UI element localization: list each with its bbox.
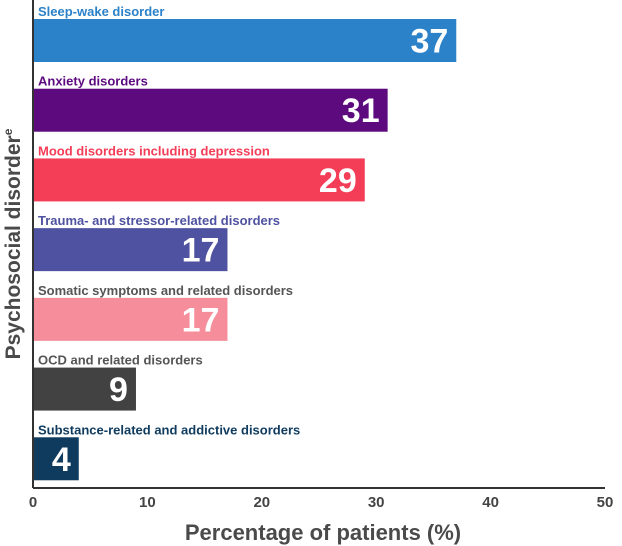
bar-value-label: 37 xyxy=(410,23,448,61)
category-label: Trauma- and stressor-related disorders xyxy=(38,213,280,228)
bar-value-label: 17 xyxy=(182,232,220,270)
bar-value-label: 4 xyxy=(52,441,71,479)
y-axis-title-superscript: e xyxy=(1,128,15,135)
bar xyxy=(33,88,388,132)
bar xyxy=(33,437,79,481)
category-label: Somatic symptoms and related disorders xyxy=(38,283,293,298)
svg-text:Psychosocial disordere: Psychosocial disordere xyxy=(1,128,25,359)
x-tick-label: 50 xyxy=(597,494,614,511)
x-axis-title: Percentage of patients (%) xyxy=(185,520,461,545)
x-tick-label: 40 xyxy=(482,494,499,511)
bar-value-label: 29 xyxy=(319,162,357,200)
x-ticks-group: 0 10 20 30 40 50 xyxy=(29,494,614,511)
x-tick-label: 20 xyxy=(253,494,270,511)
bar-value-label: 9 xyxy=(109,371,128,409)
x-tick-label: 30 xyxy=(368,494,385,511)
category-label: OCD and related disorders xyxy=(38,353,203,368)
x-tick-label: 10 xyxy=(139,494,156,511)
bar xyxy=(33,297,228,341)
category-label: Mood disorders including depression xyxy=(38,143,270,158)
y-axis-title: Psychosocial disordere xyxy=(1,128,25,359)
bar xyxy=(33,228,228,272)
bar xyxy=(33,19,457,62)
bar xyxy=(33,367,136,411)
category-label: Anxiety disorders xyxy=(38,74,148,89)
category-label: Sleep-wake disorder xyxy=(38,4,164,19)
bars-group: Sleep-wake disorder 37 Anxiety disorders 31… xyxy=(33,4,457,481)
bar xyxy=(33,158,365,202)
bar-value-label: 17 xyxy=(182,301,220,339)
category-label: Substance-related and addictive disorder… xyxy=(38,422,300,437)
y-axis-title-text: Psychosocial disorder xyxy=(2,135,25,359)
x-tick-label: 0 xyxy=(29,494,37,511)
bar-value-label: 31 xyxy=(342,92,380,130)
